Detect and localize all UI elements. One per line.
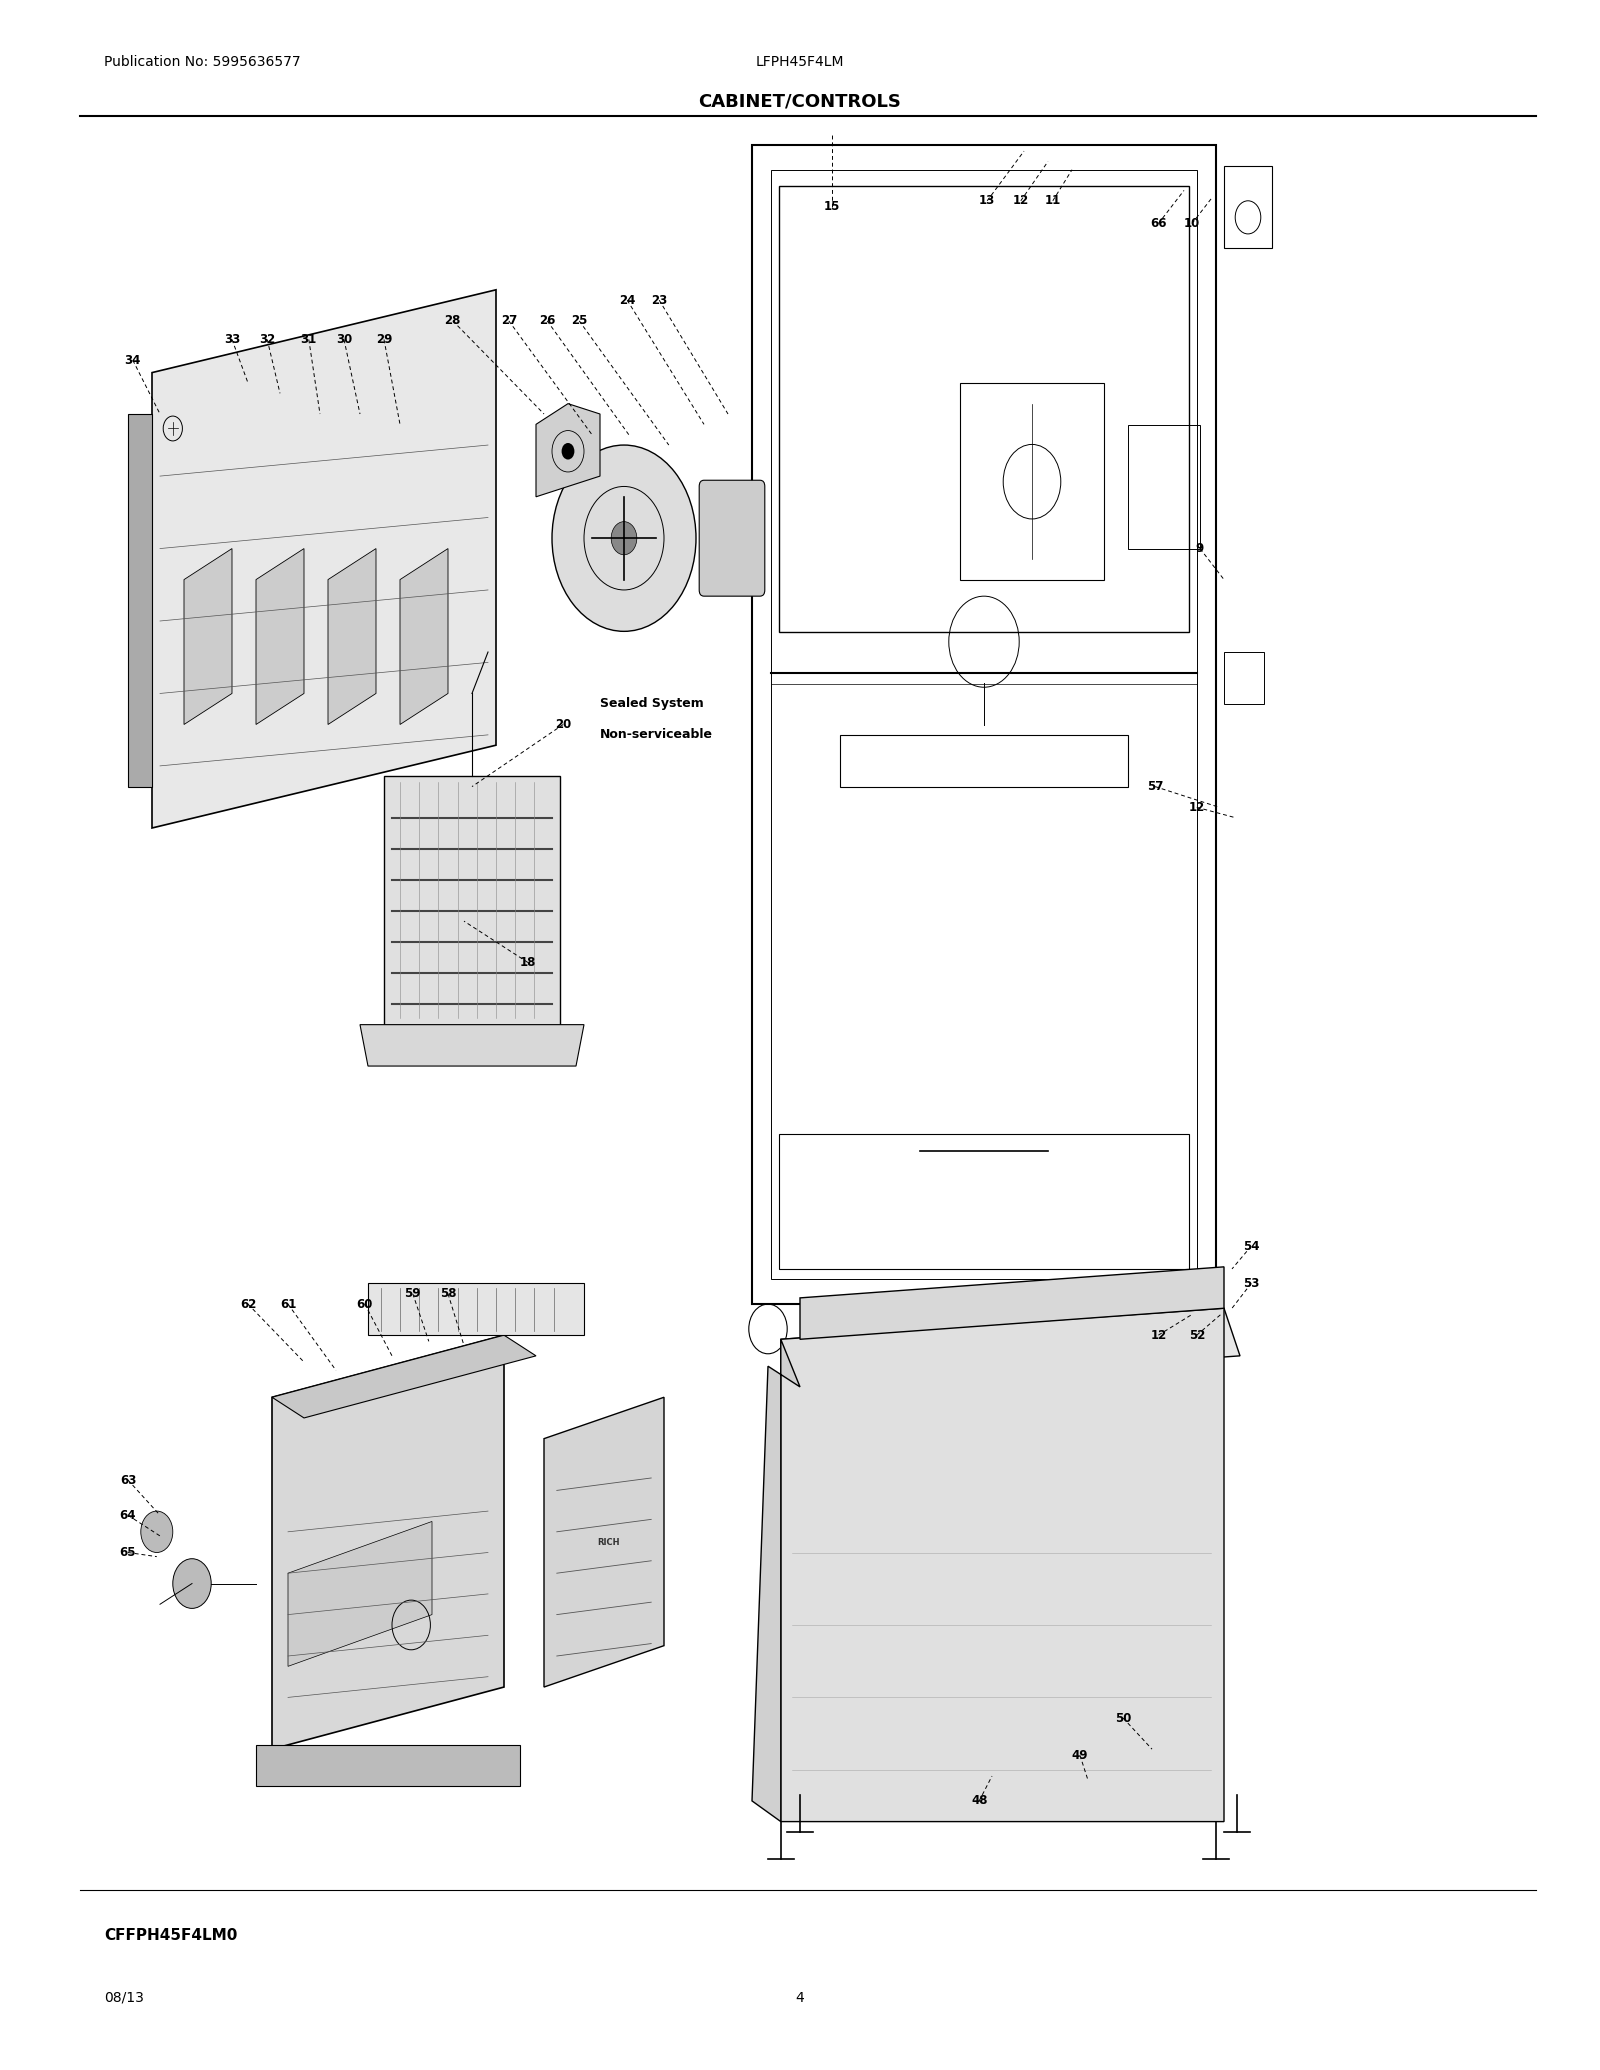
- Polygon shape: [752, 1339, 800, 1822]
- Text: 27: 27: [501, 315, 517, 327]
- Polygon shape: [781, 1308, 1224, 1822]
- Polygon shape: [256, 549, 304, 724]
- Polygon shape: [360, 1025, 584, 1066]
- Text: 08/13: 08/13: [104, 1991, 144, 2004]
- Circle shape: [611, 522, 637, 555]
- Text: 18: 18: [520, 956, 536, 969]
- Text: 31: 31: [301, 333, 317, 346]
- Polygon shape: [152, 290, 496, 828]
- Text: 15: 15: [824, 201, 840, 213]
- Text: RICH: RICH: [597, 1538, 621, 1546]
- Text: 9: 9: [1195, 542, 1205, 555]
- Circle shape: [141, 1511, 173, 1552]
- Text: 53: 53: [1243, 1277, 1259, 1290]
- Text: 50: 50: [1115, 1712, 1131, 1724]
- Polygon shape: [272, 1335, 504, 1749]
- Circle shape: [562, 443, 574, 460]
- Text: 12: 12: [1150, 1329, 1166, 1341]
- Circle shape: [173, 1559, 211, 1608]
- Text: 57: 57: [1147, 780, 1163, 793]
- Text: 49: 49: [1072, 1749, 1088, 1762]
- Text: CABINET/CONTROLS: CABINET/CONTROLS: [699, 93, 901, 110]
- Text: 13: 13: [979, 195, 995, 207]
- Text: 59: 59: [405, 1288, 421, 1300]
- Polygon shape: [536, 404, 600, 497]
- Text: 52: 52: [1189, 1329, 1205, 1341]
- Text: 62: 62: [240, 1298, 256, 1310]
- Text: 12: 12: [1013, 195, 1029, 207]
- Text: Sealed System: Sealed System: [600, 698, 704, 710]
- Text: 11: 11: [1045, 195, 1061, 207]
- Polygon shape: [544, 1397, 664, 1687]
- Text: 66: 66: [1150, 217, 1166, 230]
- Text: 64: 64: [120, 1509, 136, 1521]
- Text: LFPH45F4LM: LFPH45F4LM: [755, 56, 845, 68]
- Text: 61: 61: [280, 1298, 296, 1310]
- Text: 10: 10: [1184, 217, 1200, 230]
- FancyBboxPatch shape: [699, 480, 765, 596]
- Polygon shape: [800, 1267, 1224, 1339]
- Text: 25: 25: [571, 315, 587, 327]
- Polygon shape: [272, 1335, 536, 1418]
- Text: CFFPH45F4LM0: CFFPH45F4LM0: [104, 1927, 237, 1944]
- Text: 34: 34: [125, 354, 141, 366]
- FancyBboxPatch shape: [256, 1745, 520, 1786]
- Text: Non-serviceable: Non-serviceable: [600, 729, 714, 741]
- Text: 20: 20: [555, 718, 571, 731]
- Text: 30: 30: [336, 333, 352, 346]
- Text: 48: 48: [971, 1795, 987, 1807]
- Text: 58: 58: [440, 1288, 456, 1300]
- Circle shape: [552, 445, 696, 631]
- Polygon shape: [288, 1521, 432, 1666]
- Polygon shape: [781, 1308, 1240, 1387]
- Text: 54: 54: [1243, 1240, 1259, 1252]
- Text: 26: 26: [539, 315, 555, 327]
- Text: Publication No: 5995636577: Publication No: 5995636577: [104, 56, 301, 68]
- Text: 4: 4: [795, 1991, 805, 2004]
- Text: 60: 60: [357, 1298, 373, 1310]
- Text: 32: 32: [259, 333, 275, 346]
- Polygon shape: [384, 776, 560, 1025]
- Text: 65: 65: [120, 1546, 136, 1559]
- FancyBboxPatch shape: [368, 1283, 584, 1335]
- Text: 33: 33: [224, 333, 240, 346]
- Polygon shape: [128, 414, 152, 787]
- Text: 29: 29: [376, 333, 392, 346]
- Polygon shape: [184, 549, 232, 724]
- Polygon shape: [328, 549, 376, 724]
- Text: 24: 24: [619, 294, 635, 306]
- Text: 12: 12: [1189, 801, 1205, 814]
- Text: 63: 63: [120, 1474, 136, 1486]
- Text: 23: 23: [651, 294, 667, 306]
- Text: 28: 28: [445, 315, 461, 327]
- Polygon shape: [400, 549, 448, 724]
